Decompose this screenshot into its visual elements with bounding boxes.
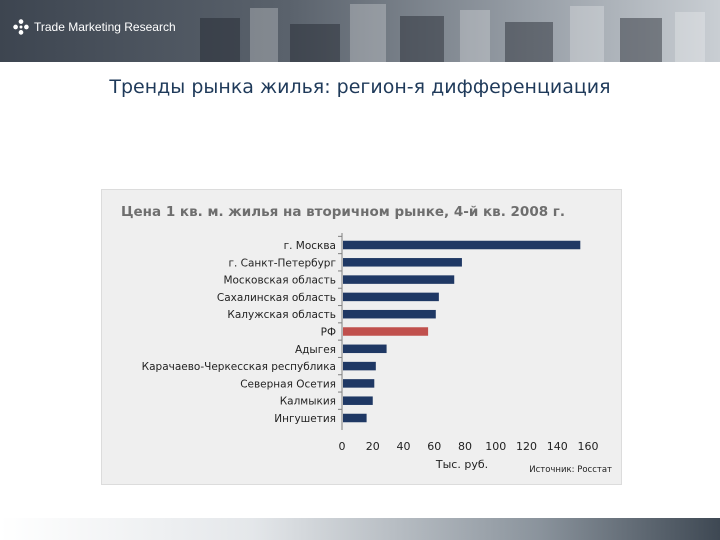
chart-panel: Цена 1 кв. м. жилья на вторичном рынке, … bbox=[101, 189, 622, 485]
bar bbox=[343, 361, 376, 371]
category-label: Сахалинская область bbox=[217, 292, 336, 304]
category-label: Адыгея bbox=[295, 344, 336, 356]
x-tick-label: 60 bbox=[427, 440, 441, 453]
header-banner: Trade Marketing Research bbox=[0, 0, 720, 62]
bar bbox=[343, 292, 439, 302]
bar bbox=[343, 344, 387, 354]
logo: Trade Marketing Research bbox=[12, 18, 176, 36]
x-tick-label: 40 bbox=[397, 440, 411, 453]
logo-text: Trade Marketing Research bbox=[34, 20, 176, 34]
bar bbox=[343, 413, 367, 423]
category-label: Московская область bbox=[223, 275, 336, 287]
logo-icon bbox=[13, 19, 29, 35]
x-tick-label: 100 bbox=[485, 440, 506, 453]
bar bbox=[343, 396, 373, 405]
category-label: Северная Осетия bbox=[240, 378, 336, 390]
bar bbox=[343, 275, 455, 284]
chart-title: Цена 1 кв. м. жилья на вторичном рынке, … bbox=[121, 204, 565, 220]
x-tick-label: 120 bbox=[516, 440, 537, 453]
bar bbox=[343, 258, 462, 267]
bar bbox=[343, 309, 436, 319]
footer-bar bbox=[0, 518, 720, 540]
bar bbox=[343, 379, 375, 388]
x-tick-label: 140 bbox=[547, 440, 568, 453]
x-axis-label: Тыс. руб. bbox=[435, 458, 488, 471]
x-tick-label: 20 bbox=[366, 440, 380, 453]
category-label: Калмыкия bbox=[280, 396, 336, 408]
category-label: Калужская область bbox=[227, 309, 336, 321]
bar-chart: г. Москва г. Санкт-Петербург Московская об… bbox=[142, 233, 612, 475]
x-tick-label: 160 bbox=[578, 440, 599, 453]
bar-highlight bbox=[343, 327, 429, 336]
category-label: РФ bbox=[321, 327, 336, 339]
x-tick-label: 80 bbox=[458, 440, 472, 453]
category-label: г. Санкт-Петербург bbox=[228, 257, 336, 269]
x-tick-label: 0 bbox=[339, 440, 346, 453]
bar bbox=[343, 240, 581, 250]
category-label: Карачаево-Черкесская республика bbox=[142, 361, 336, 373]
page-title: Тренды рынка жилья: регион-я дифференциа… bbox=[109, 76, 611, 98]
category-label: г. Москва bbox=[284, 240, 336, 252]
source-note: Источник: Росстат bbox=[529, 465, 612, 475]
category-label: Ингушетия bbox=[274, 413, 336, 425]
